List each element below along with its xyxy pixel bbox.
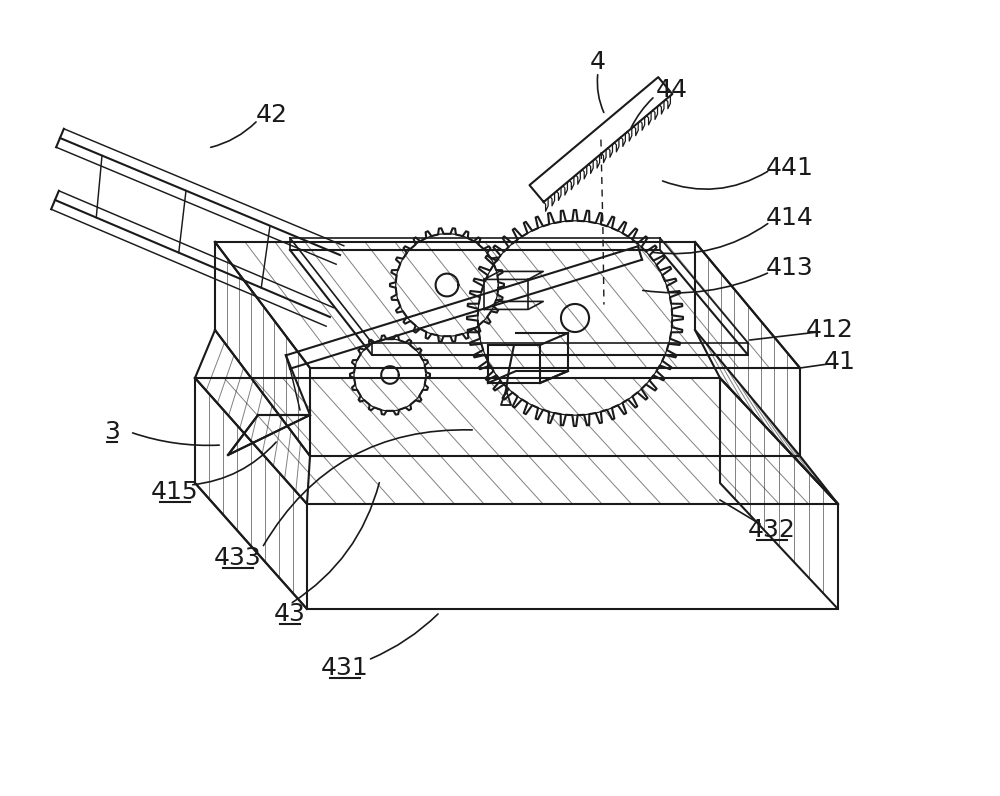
Text: 44: 44 bbox=[656, 78, 688, 102]
Text: 413: 413 bbox=[766, 256, 814, 280]
Text: 433: 433 bbox=[214, 546, 262, 570]
Text: 42: 42 bbox=[256, 103, 288, 127]
Text: 441: 441 bbox=[766, 156, 814, 180]
Text: 415: 415 bbox=[151, 480, 199, 504]
Text: 43: 43 bbox=[274, 602, 306, 626]
Text: 431: 431 bbox=[321, 656, 369, 680]
Polygon shape bbox=[228, 415, 310, 455]
Text: 432: 432 bbox=[748, 518, 796, 542]
Text: 412: 412 bbox=[806, 318, 854, 342]
Text: 41: 41 bbox=[824, 350, 856, 374]
Text: 3: 3 bbox=[104, 420, 120, 444]
Text: 414: 414 bbox=[766, 206, 814, 230]
Text: 4: 4 bbox=[590, 50, 606, 74]
